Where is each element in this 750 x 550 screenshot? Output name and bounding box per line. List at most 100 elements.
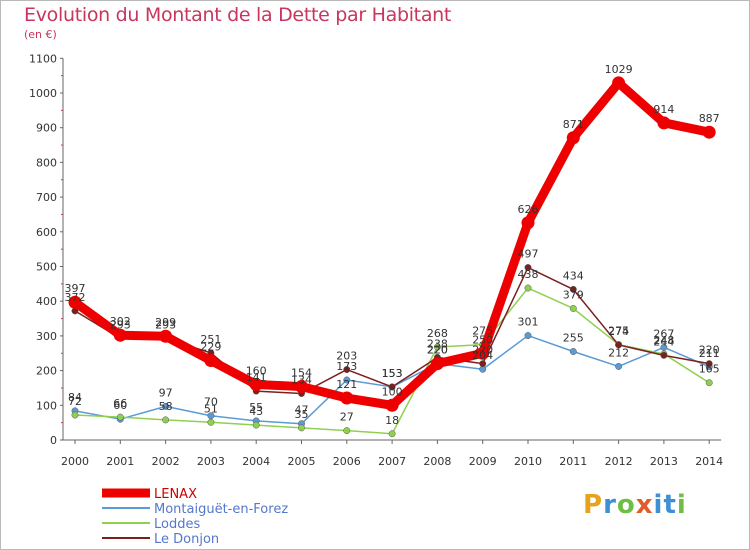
chart-title: Evolution du Montant de la Dette par Hab… bbox=[24, 4, 452, 26]
x-tick-label: 2009 bbox=[469, 455, 497, 468]
data-label: 497 bbox=[518, 248, 539, 261]
x-tick-label: 2014 bbox=[695, 455, 723, 468]
y-tick-label: 0 bbox=[50, 434, 57, 447]
data-label: 397 bbox=[65, 282, 86, 295]
y-tick-label: 1000 bbox=[29, 87, 57, 100]
data-label: 267 bbox=[653, 327, 674, 340]
data-point bbox=[71, 411, 79, 419]
data-label: 165 bbox=[699, 363, 720, 376]
data-point bbox=[252, 421, 260, 429]
data-point bbox=[113, 328, 127, 342]
x-tick-label: 2000 bbox=[61, 455, 89, 468]
x-tick-label: 2010 bbox=[514, 455, 542, 468]
proxiti-logo: Proxiti bbox=[583, 490, 687, 520]
data-label: 887 bbox=[699, 112, 720, 125]
data-point bbox=[343, 376, 351, 384]
data-label: 626 bbox=[518, 203, 539, 216]
data-label: 203 bbox=[336, 350, 357, 363]
data-label: 438 bbox=[518, 268, 539, 281]
data-label: 293 bbox=[110, 318, 131, 331]
x-tick-label: 2006 bbox=[333, 455, 361, 468]
data-point bbox=[705, 360, 713, 368]
data-point bbox=[298, 424, 305, 432]
data-point bbox=[705, 379, 713, 387]
data-label: 27 bbox=[340, 411, 354, 424]
data-label: 134 bbox=[291, 374, 312, 387]
data-label: 238 bbox=[427, 337, 448, 350]
data-point bbox=[116, 413, 124, 421]
y-tick-label: 1100 bbox=[29, 52, 57, 65]
data-label: 211 bbox=[699, 347, 720, 360]
x-tick-label: 2008 bbox=[423, 455, 451, 468]
data-label: 141 bbox=[246, 371, 267, 384]
data-label: 70 bbox=[204, 396, 218, 409]
data-point bbox=[479, 360, 487, 368]
data-label: 248 bbox=[653, 334, 674, 347]
y-tick-label: 500 bbox=[36, 261, 57, 274]
x-tick-label: 2011 bbox=[559, 455, 587, 468]
data-point bbox=[204, 354, 218, 368]
x-tick-label: 2004 bbox=[242, 455, 270, 468]
legend-label: Le Donjon bbox=[154, 532, 219, 547]
data-label: 173 bbox=[336, 360, 357, 373]
legend-label: Loddes bbox=[154, 517, 200, 532]
data-point bbox=[612, 76, 626, 90]
data-label: 293 bbox=[155, 318, 176, 331]
data-point bbox=[521, 216, 535, 230]
data-label: 301 bbox=[518, 316, 539, 329]
data-label: 434 bbox=[563, 269, 584, 282]
data-label: 220 bbox=[427, 344, 448, 357]
data-point bbox=[524, 264, 532, 271]
data-label: 66 bbox=[113, 397, 127, 410]
x-tick-label: 2007 bbox=[378, 455, 406, 468]
data-label: 244 bbox=[653, 335, 674, 348]
data-point bbox=[657, 116, 671, 130]
data-label: 204 bbox=[472, 349, 493, 362]
data-point bbox=[162, 402, 170, 410]
data-label: 914 bbox=[653, 103, 674, 116]
y-tick-label: 400 bbox=[36, 295, 57, 308]
y-tick-label: 700 bbox=[36, 191, 57, 204]
data-label: 84 bbox=[68, 391, 82, 404]
data-label: 275 bbox=[472, 325, 493, 338]
data-label: 275 bbox=[608, 325, 629, 338]
data-point bbox=[430, 357, 444, 371]
data-label: 220 bbox=[472, 344, 493, 357]
x-tick-label: 2002 bbox=[152, 455, 180, 468]
data-label: 43 bbox=[249, 405, 263, 418]
data-point bbox=[433, 343, 441, 351]
data-point bbox=[385, 398, 399, 412]
data-label: 220 bbox=[699, 344, 720, 357]
data-point bbox=[159, 329, 173, 343]
data-point bbox=[524, 284, 532, 292]
data-label: 1029 bbox=[605, 63, 633, 76]
data-point bbox=[569, 305, 577, 312]
y-tick-label: 300 bbox=[36, 330, 57, 343]
data-label: 51 bbox=[204, 402, 218, 415]
data-label: 47 bbox=[295, 404, 309, 417]
data-label: 100 bbox=[382, 385, 403, 398]
data-label: 35 bbox=[295, 408, 309, 421]
data-label: 250 bbox=[472, 333, 493, 346]
y-tick-label: 200 bbox=[36, 365, 57, 378]
data-label: 255 bbox=[563, 332, 584, 345]
data-label: 302 bbox=[110, 315, 131, 328]
data-label: 379 bbox=[563, 288, 584, 301]
data-point bbox=[162, 416, 170, 424]
data-point bbox=[524, 332, 532, 340]
legend-label: LENAX bbox=[154, 487, 197, 502]
data-point bbox=[340, 391, 354, 405]
data-label: 58 bbox=[159, 400, 173, 413]
x-tick-label: 2012 bbox=[605, 455, 633, 468]
data-label: 274 bbox=[608, 325, 629, 338]
data-label: 229 bbox=[200, 341, 221, 354]
data-point bbox=[569, 285, 577, 293]
data-point bbox=[476, 346, 490, 360]
chart-subtitle: (en €) bbox=[24, 28, 57, 41]
data-point bbox=[207, 418, 215, 426]
data-point bbox=[615, 362, 623, 370]
data-point bbox=[343, 427, 351, 435]
data-label: 18 bbox=[385, 414, 399, 427]
y-tick-label: 600 bbox=[36, 226, 57, 239]
